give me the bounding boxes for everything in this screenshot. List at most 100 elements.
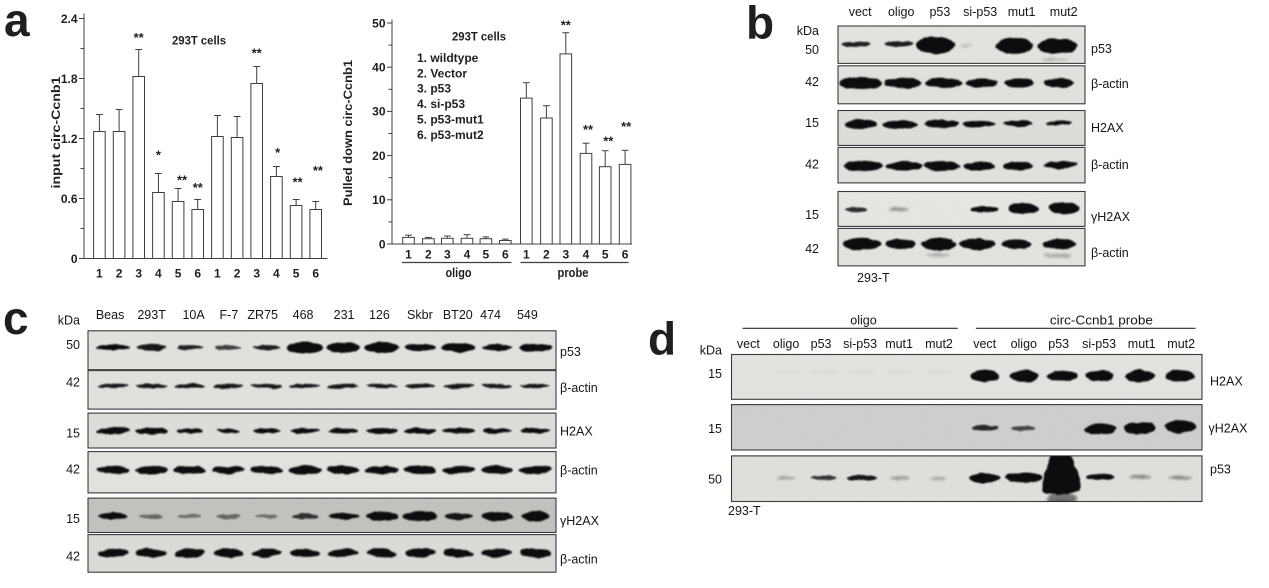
svg-text:4: 4 <box>464 248 471 262</box>
svg-text:si-p53: si-p53 <box>1082 337 1116 351</box>
svg-text:293T: 293T <box>137 308 166 322</box>
svg-text:15: 15 <box>805 208 819 222</box>
svg-text:**: ** <box>177 173 188 188</box>
svg-text:293T cells: 293T cells <box>172 34 226 48</box>
svg-text:**: ** <box>134 30 145 45</box>
svg-text:a: a <box>4 0 30 46</box>
svg-text:kDa: kDa <box>700 344 722 358</box>
svg-text:5: 5 <box>175 267 182 281</box>
svg-text:**: ** <box>583 122 594 137</box>
svg-text:3: 3 <box>562 248 569 262</box>
svg-text:126: 126 <box>369 308 390 322</box>
svg-text:vect: vect <box>973 337 996 351</box>
svg-text:mut1: mut1 <box>1128 337 1156 351</box>
svg-text:50: 50 <box>805 43 819 57</box>
svg-text:40: 40 <box>372 61 386 75</box>
svg-text:circ-Ccnb1 probe: circ-Ccnb1 probe <box>1050 314 1153 328</box>
svg-text:1: 1 <box>214 267 221 281</box>
svg-text:474: 474 <box>480 308 501 322</box>
svg-text:β-actin: β-actin <box>1091 246 1129 260</box>
svg-text:F-7: F-7 <box>220 308 239 322</box>
svg-text:293-T: 293-T <box>728 504 761 518</box>
svg-text:4: 4 <box>273 267 280 281</box>
svg-text:6. p53-mut2: 6. p53-mut2 <box>417 128 484 142</box>
svg-text:oligo: oligo <box>1011 337 1037 351</box>
svg-text:p53: p53 <box>1210 463 1231 477</box>
svg-text:**: ** <box>193 180 204 195</box>
svg-text:1. wildtype: 1. wildtype <box>417 51 479 65</box>
svg-text:mut2: mut2 <box>925 337 953 351</box>
svg-text:1.2: 1.2 <box>61 132 78 146</box>
svg-text:ZR75: ZR75 <box>247 308 278 322</box>
svg-text:1: 1 <box>405 248 412 262</box>
svg-text:kDa: kDa <box>58 313 80 327</box>
svg-text:BT20: BT20 <box>443 308 473 322</box>
svg-text:β-actin: β-actin <box>1091 77 1129 91</box>
svg-text:293T cells: 293T cells <box>452 30 506 44</box>
svg-text:p53: p53 <box>560 345 581 359</box>
svg-text:**: ** <box>603 134 614 149</box>
svg-text:2: 2 <box>234 267 241 281</box>
svg-text:probe: probe <box>558 266 589 280</box>
svg-text:**: ** <box>561 18 572 33</box>
svg-text:3. p53: 3. p53 <box>417 82 451 96</box>
svg-text:mut2: mut2 <box>1167 337 1195 351</box>
svg-text:42: 42 <box>805 75 819 89</box>
svg-text:*: * <box>156 148 162 163</box>
svg-text:β-actin: β-actin <box>1091 158 1129 172</box>
svg-text:2: 2 <box>543 248 550 262</box>
svg-text:vect: vect <box>737 337 760 351</box>
svg-text:H2AX: H2AX <box>1091 121 1124 135</box>
svg-text:50: 50 <box>66 338 80 352</box>
svg-text:42: 42 <box>805 158 819 172</box>
svg-text:0.6: 0.6 <box>61 192 78 206</box>
svg-text:1: 1 <box>96 267 103 281</box>
svg-text:oligo: oligo <box>850 314 876 328</box>
svg-text:**: ** <box>292 175 303 190</box>
svg-text:4: 4 <box>583 248 590 262</box>
svg-text:Skbr: Skbr <box>407 308 433 322</box>
svg-text:15: 15 <box>708 422 722 436</box>
svg-text:4: 4 <box>155 267 162 281</box>
svg-text:mut1: mut1 <box>1008 5 1036 19</box>
svg-text:si-p53: si-p53 <box>843 337 877 351</box>
svg-text:2.4: 2.4 <box>61 12 78 26</box>
svg-text:γH2AX: γH2AX <box>560 514 600 528</box>
svg-text:mut1: mut1 <box>885 337 913 351</box>
svg-text:5. p53-mut1: 5. p53-mut1 <box>417 112 484 126</box>
svg-text:15: 15 <box>66 512 80 526</box>
svg-text:**: ** <box>252 46 263 61</box>
svg-text:mut2: mut2 <box>1050 5 1078 19</box>
svg-text:2: 2 <box>425 248 432 262</box>
svg-text:6: 6 <box>622 248 629 262</box>
svg-text:468: 468 <box>293 308 314 322</box>
svg-text:β-actin: β-actin <box>560 381 598 395</box>
svg-text:10A: 10A <box>182 308 205 322</box>
svg-text:0: 0 <box>379 237 386 251</box>
svg-text:42: 42 <box>66 550 80 564</box>
svg-text:1: 1 <box>523 248 530 262</box>
svg-text:Beas: Beas <box>96 308 125 322</box>
svg-text:2: 2 <box>116 267 123 281</box>
svg-text:42: 42 <box>66 462 80 476</box>
svg-text:γH2AX: γH2AX <box>1209 422 1249 436</box>
svg-text:42: 42 <box>805 242 819 256</box>
svg-text:3: 3 <box>135 267 142 281</box>
svg-text:15: 15 <box>805 116 819 130</box>
svg-text:γH2AX: γH2AX <box>1091 210 1131 224</box>
svg-text:5: 5 <box>602 248 609 262</box>
svg-text:si-p53: si-p53 <box>963 5 997 19</box>
svg-text:**: ** <box>313 163 324 178</box>
svg-text:c: c <box>3 292 29 344</box>
svg-text:kDa: kDa <box>797 24 819 38</box>
svg-text:231: 231 <box>334 308 355 322</box>
svg-text:p53: p53 <box>929 5 950 19</box>
svg-text:6: 6 <box>194 267 201 281</box>
svg-text:42: 42 <box>66 375 80 389</box>
svg-text:oligo: oligo <box>773 337 799 351</box>
svg-text:p53: p53 <box>811 337 832 351</box>
svg-text:**: ** <box>621 119 632 134</box>
svg-text:Pulled down circ-Ccnb1: Pulled down circ-Ccnb1 <box>341 60 355 206</box>
svg-text:30: 30 <box>372 105 386 119</box>
svg-text:6: 6 <box>312 267 319 281</box>
